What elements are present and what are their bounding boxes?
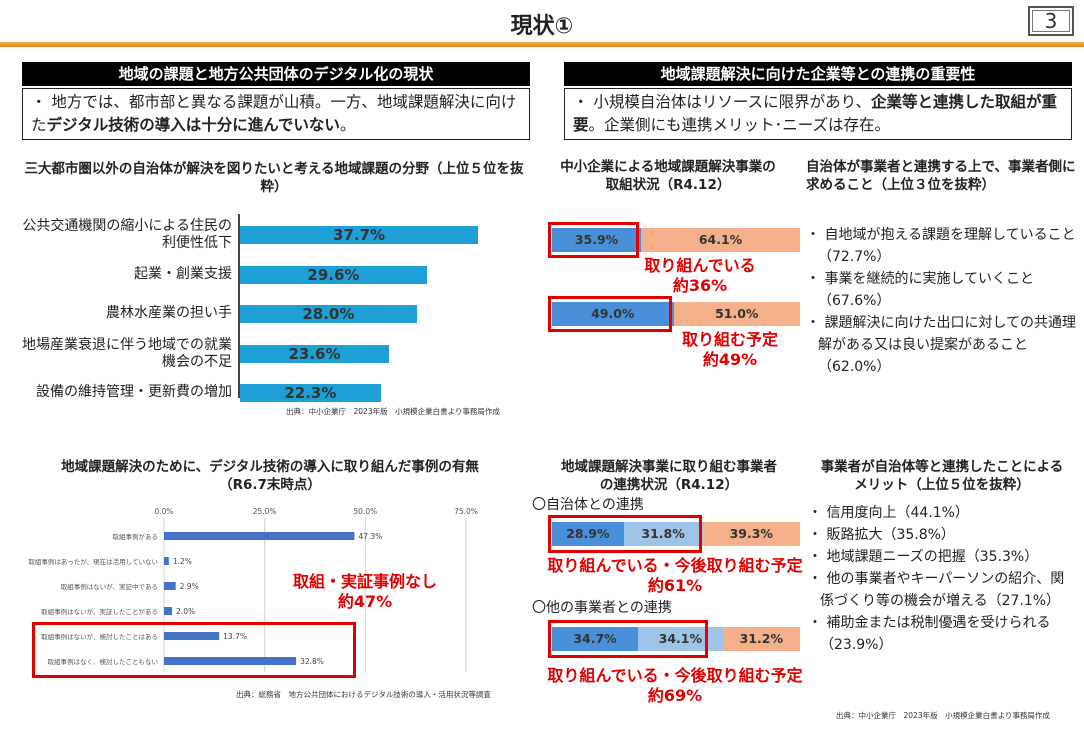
chart2-value-label: 1.2%: [173, 557, 192, 566]
chart4-callout-1: 取り組んでいる・今後取り組む予定 約61%: [547, 556, 803, 595]
needs-list: ・ 自地域が抱える課題を理解していること（72.7%） ・ 事業を継続的に実施して…: [806, 224, 1078, 378]
chart2-value-label: 32.8%: [300, 657, 324, 666]
chart2-highlight: [32, 622, 356, 678]
chart1-category-label: 地場産業衰退に伴う地域での就業機会の不足: [22, 336, 232, 370]
chart4-segment: 34.7%: [552, 627, 639, 651]
chart2-source: 出典：総務省 地方公共団体におけるデジタル技術の導入・活用状況等調査: [236, 690, 491, 699]
chart1-value-label: 28.0%: [302, 305, 355, 323]
chart1-value-label: 23.6%: [288, 344, 341, 363]
chart3-callout-2: 取り組む予定 約49%: [681, 330, 778, 369]
merits-list-title: 事業者が自治体等と連携したことによるメリット（上位５位を抜粋）: [820, 459, 1064, 493]
merits-source: 出典：中小企業庁 2023年版 小規模企業白書より事務局作成: [836, 711, 1050, 720]
chart2-value-label: 47.3%: [358, 532, 382, 541]
chart3-highlight-2: [548, 296, 672, 332]
chart4-group1-label: 〇自治体との連携: [532, 497, 644, 513]
chart2-tick-label: 50.0%: [353, 507, 377, 516]
page-title: 現状①: [510, 14, 574, 39]
chart2-category-label: 取組事例がある: [113, 532, 159, 541]
needs-list-item: ・ 課題解決に向けた出口に対しての共通理解がある又は良い提案があること（62.0…: [806, 315, 1077, 375]
chart1-category-label: 起業・創業支援: [134, 265, 232, 282]
chart4-row: 28.9% 31.8% 39.3%: [552, 522, 800, 546]
right-section-heading: 地域課題解決に向けた企業等との連携の重要性: [564, 62, 1072, 86]
merits-list-item: ・ 補助金または税制優遇を受けられる（23.9%）: [808, 615, 1051, 653]
chart1-bar: [240, 305, 417, 323]
chart1-bar: [240, 344, 389, 363]
chart4-callout-2: 取り組んでいる・今後取り組む予定 約69%: [547, 666, 803, 705]
chart1-category-label: 公共交通機関の縮小による住民の利便性低下: [22, 218, 232, 251]
chart2-value-label: 2.0%: [176, 607, 195, 616]
chart3-highlight-1: [548, 222, 639, 258]
needs-list-item: ・ 事業を継続的に実施していくこと（67.6%）: [806, 271, 1035, 309]
left-section-summary: ・ 地方では、都市部と異なる課題が山積。一方、地域課題解決に向けたデジタル技術の…: [22, 88, 530, 140]
page-number: 3: [1028, 6, 1074, 36]
chart3-row: 49.0% 51.0%: [552, 302, 800, 326]
chart2-callout: 取組・実証事例なし 約47%: [292, 572, 437, 611]
merits-list-item: ・ 信用度向上（44.1%）: [808, 505, 969, 521]
chart1-title: 三大都市圏以外の自治体が解決を図りたいと考える地域課題の分野（上位５位を抜粋）: [24, 161, 524, 195]
chart4-segment: 31.2%: [722, 627, 800, 651]
needs-list-title: 自治体が事業者と連携する上で、事業者側に求めること（上位３位を抜粋）: [806, 159, 1076, 193]
chart1-value-label: 37.7%: [332, 226, 386, 244]
chart2-value-label: 13.7%: [223, 632, 247, 641]
chart2-category-label: 取組事例はなく、検討したこともない: [48, 657, 159, 666]
chart1-category-label: 農林水産業の担い手: [106, 305, 232, 321]
left-section-heading: 地域の課題と地方公共団体のデジタル化の現状: [22, 62, 530, 86]
chart3-row: 35.9% 64.1%: [552, 228, 800, 252]
chart4-segment: 34.1%: [638, 627, 723, 651]
chart3-segment: 49.0%: [552, 302, 674, 326]
needs-list-item: ・ 自地域が抱える課題を理解していること（72.7%）: [806, 227, 1076, 265]
chart2-category-label: 取組事例はないが、検討したことはある: [41, 632, 158, 641]
merits-list-item: ・ 他の事業者やキーパーソンの紹介、関係づくり等の機会が増える（27.1%）: [808, 571, 1065, 609]
chart2-bar: [164, 532, 355, 540]
chart4-segment: 28.9%: [552, 522, 624, 546]
chart1-axis: [238, 214, 240, 398]
chart3-title: 中小企業による地域課題解決事業の取組状況（R4.12）: [560, 159, 776, 193]
chart1-bar: [240, 265, 427, 284]
chart2-tick-label: 0.0%: [154, 507, 173, 516]
chart3-segment: 51.0%: [673, 302, 800, 326]
chart2-bar: [164, 582, 176, 590]
merits-list-item: ・ 地域課題ニーズの把握（35.3%）: [808, 549, 1039, 565]
chart1-bar: [240, 384, 381, 402]
chart2-bar: [164, 632, 220, 640]
chart4-highlight-1: [548, 515, 702, 553]
chart2-tick-label: 75.0%: [454, 507, 478, 516]
chart1-category-label: 設備の維持管理・更新費の増加: [36, 384, 232, 400]
chart4-title: 地域課題解決事業に取り組む事業者の連携状況（R4.12）: [561, 459, 777, 493]
chart2-bar: [164, 557, 169, 565]
chart2-value-label: 2.9%: [180, 582, 199, 591]
chart2-category-label: 取組事例はないが、実証したことがある: [41, 607, 158, 616]
chart4-segment: 31.8%: [623, 522, 703, 546]
chart1-value-label: 22.3%: [284, 384, 337, 402]
chart4-row: 34.7% 34.1% 31.2%: [552, 627, 800, 651]
chart2-tick-label: 25.0%: [253, 507, 277, 516]
chart3-segment: 64.1%: [641, 228, 800, 252]
chart2-bar: [164, 607, 173, 615]
chart2-bar: [164, 657, 297, 665]
merits-list: ・ 信用度向上（44.1%） ・ 販路拡大（35.8%） ・ 地域課題ニーズの把握（…: [808, 502, 1078, 656]
right-section-summary: ・ 小規模自治体はリソースに限界があり、企業等と連携した取組が重要。企業側にも連…: [564, 88, 1072, 140]
chart2: 0.0% 25.0% 50.0% 75.0% 取組事例がある 47.3% 取組事例はあったが…: [28, 507, 478, 672]
chart2-category-label: 取組事例はないが、実証中である: [61, 582, 158, 591]
chart1-bar: [240, 226, 478, 244]
chart2-category-label: 取組事例はあったが、現在は活用していない: [28, 557, 158, 566]
chart1-source: 出典：中小企業庁 2023年版 小規模企業白書より事務局作成: [286, 407, 500, 416]
chart4-segment: 39.3%: [702, 522, 800, 546]
chart3-callout-1: 取り組んでいる 約36%: [644, 256, 756, 295]
merits-list-item: ・ 販路拡大（35.8%）: [808, 527, 955, 543]
chart1-value-label: 29.6%: [307, 265, 360, 284]
chart4-group2-label: 〇他の事業者との連携: [532, 600, 672, 616]
chart2-title: 地域課題解決のために、デジタル技術の導入に取り組んだ事例の有無（R6.7末時点）: [61, 459, 479, 493]
chart3-segment: 35.9%: [552, 228, 642, 252]
header-divider: [0, 42, 1084, 47]
chart4-highlight-2: [548, 620, 708, 658]
